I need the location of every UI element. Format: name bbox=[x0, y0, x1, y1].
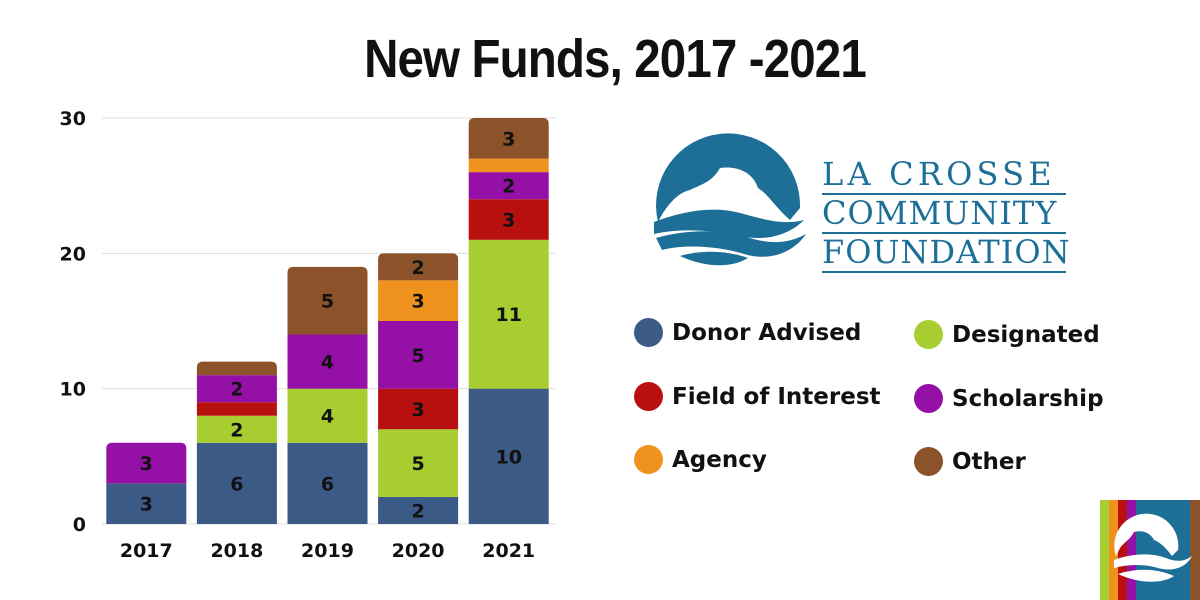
y-tick-label: 30 bbox=[60, 108, 86, 130]
legend-swatch bbox=[634, 382, 663, 411]
x-tick-label: 2019 bbox=[301, 540, 354, 562]
legend-label: Field of Interest bbox=[672, 383, 881, 410]
data-label: 3 bbox=[502, 128, 515, 150]
bar-segment bbox=[196, 375, 277, 403]
bars bbox=[106, 118, 549, 524]
legend-item: Other bbox=[914, 447, 1026, 476]
data-label: 4 bbox=[321, 352, 334, 374]
data-label: 10 bbox=[495, 446, 521, 468]
y-tick-label: 20 bbox=[60, 243, 86, 265]
legend-label: Donor Advised bbox=[672, 319, 862, 346]
legend-item: Field of Interest bbox=[634, 382, 881, 411]
bar-segment bbox=[468, 239, 549, 389]
bar-segment bbox=[378, 496, 459, 524]
bar-segment bbox=[378, 429, 459, 497]
legend-label: Agency bbox=[672, 446, 767, 473]
bar-segment bbox=[468, 118, 549, 159]
bar-segment bbox=[196, 402, 277, 416]
legend-label: Designated bbox=[952, 321, 1100, 348]
data-label: 3 bbox=[140, 494, 153, 516]
bar-segment bbox=[378, 253, 459, 281]
bar-segment bbox=[378, 388, 459, 430]
data-label: 3 bbox=[411, 399, 424, 421]
org-name-line-2: COMMUNITY bbox=[822, 194, 1058, 232]
data-label: 5 bbox=[411, 345, 424, 367]
y-tick-label: 10 bbox=[60, 379, 86, 401]
legend-swatch bbox=[914, 447, 943, 476]
bar-segment bbox=[287, 442, 368, 524]
legend-swatch bbox=[634, 318, 663, 347]
bar-segment bbox=[287, 334, 368, 389]
data-label: 5 bbox=[411, 453, 424, 475]
data-label: 2 bbox=[411, 257, 424, 279]
bar-segment bbox=[287, 388, 368, 443]
legend-item: Donor Advised bbox=[634, 318, 861, 347]
data-label: 3 bbox=[502, 210, 515, 232]
data-label: 3 bbox=[411, 291, 424, 313]
x-tick-label: 2018 bbox=[210, 540, 263, 562]
data-label: 11 bbox=[495, 304, 521, 326]
bar-segment bbox=[378, 280, 459, 321]
data-label: 3 bbox=[140, 453, 153, 475]
bar-segment bbox=[196, 442, 277, 524]
legend-swatch bbox=[914, 320, 943, 349]
chart-title: New Funds, 2017 -2021 bbox=[364, 29, 867, 89]
org-name-rule bbox=[822, 232, 1066, 234]
legend-item: Scholarship bbox=[914, 384, 1104, 413]
organization-name: LA CROSSE COMMUNITY FOUNDATION bbox=[822, 158, 1071, 275]
bar-segment bbox=[468, 199, 549, 240]
bar-segment bbox=[106, 483, 187, 524]
bar-segment bbox=[196, 361, 277, 376]
legend-item: Designated bbox=[914, 320, 1100, 349]
bar-segment bbox=[378, 321, 459, 389]
org-name-rule bbox=[822, 271, 1066, 273]
x-tick-label: 2021 bbox=[482, 540, 535, 562]
bar-segment bbox=[287, 266, 368, 335]
data-label: 2 bbox=[230, 379, 243, 401]
data-label: 6 bbox=[230, 473, 243, 495]
data-label: 6 bbox=[321, 473, 334, 495]
legend-label: Scholarship bbox=[952, 385, 1104, 412]
bar-segment bbox=[196, 415, 277, 443]
data-label: 5 bbox=[321, 291, 334, 313]
data-label: 2 bbox=[411, 500, 424, 522]
la-crosse-foundation-badge-icon bbox=[1100, 500, 1200, 600]
bar-segment bbox=[468, 158, 549, 173]
la-crosse-bluff-and-waves-icon bbox=[654, 133, 806, 266]
org-name-rule bbox=[822, 193, 1066, 195]
y-axis-ticks: 0 10 20 30 bbox=[60, 108, 86, 536]
x-axis-ticks: 2017 2018 2019 2020 2021 bbox=[120, 540, 535, 562]
org-name-line-3: FOUNDATION bbox=[822, 233, 1071, 271]
data-label: 4 bbox=[321, 406, 334, 428]
legend-label: Other bbox=[952, 448, 1026, 475]
legend-swatch bbox=[634, 445, 663, 474]
bar-segment bbox=[106, 442, 187, 484]
legend-swatch bbox=[914, 384, 943, 413]
bar-segment bbox=[468, 172, 549, 200]
legend-item: Agency bbox=[634, 445, 767, 474]
x-tick-label: 2020 bbox=[392, 540, 445, 562]
data-label: 2 bbox=[502, 176, 515, 198]
x-tick-label: 2017 bbox=[120, 540, 173, 562]
data-labels: 3 3 6 2 2 6 4 4 5 2 5 3 5 3 2 10 11 3 2 3 bbox=[140, 128, 522, 522]
data-label: 2 bbox=[230, 419, 243, 441]
org-name-line-1: LA CROSSE bbox=[822, 155, 1056, 193]
y-tick-label: 0 bbox=[73, 514, 86, 536]
bar-segment bbox=[468, 388, 549, 524]
